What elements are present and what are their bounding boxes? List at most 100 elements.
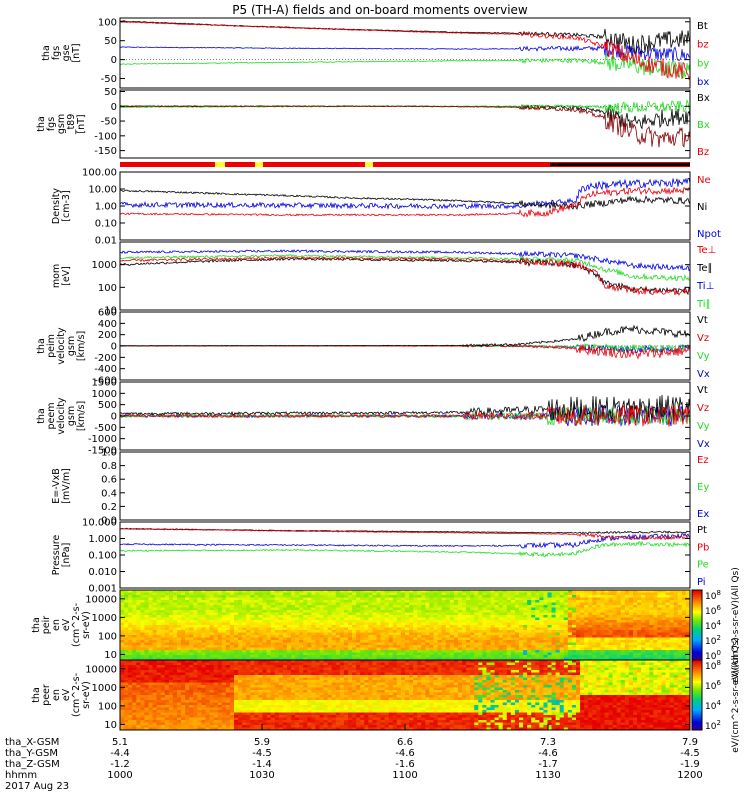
heatmap-cell [681,615,687,618]
heatmap-cell [124,697,129,701]
heatmap-cell [205,625,210,628]
heatmap-cell [193,622,198,626]
heatmap-cell [229,655,235,658]
heatmap-cell [519,620,524,623]
heatmap-cell [128,672,133,676]
heatmap-cell [543,617,548,621]
heatmap-cell [584,615,589,618]
heatmap-cell [266,605,272,608]
heatmap-cell [608,647,614,651]
heatmap-cell [189,720,194,723]
heatmap-cell [124,630,129,633]
heatmap-cell [156,590,162,593]
ylabel-line: mom [51,264,62,288]
heatmap-cell [311,592,316,596]
heatmap-cell [466,607,471,611]
heatmap-cell [433,602,438,606]
heatmap-cell [506,635,512,638]
heatmap-cell [466,590,471,593]
heatmap-cell [205,602,210,606]
heatmap-cell [462,620,467,623]
heatmap-cell [396,620,402,623]
heatmap-cell [229,642,235,646]
heatmap-cell [466,600,471,603]
heatmap-cell [136,617,141,621]
heatmap-cell [364,602,369,606]
heatmap-cell [315,652,320,656]
heatmap-cell [657,627,662,631]
heatmap-cell [673,612,679,616]
heatmap-cell [177,650,182,653]
heatmap-cell [250,617,255,621]
heatmap-cell [392,620,398,623]
heatmap-cell [360,635,365,638]
heatmap-cell [185,710,190,713]
heatmap-cell [331,652,337,656]
heatmap-cell [559,640,565,643]
heatmap-cell [286,605,292,608]
heatmap-cell [555,645,561,648]
heatmap-cell [348,642,353,646]
heatmap-cell [152,632,158,636]
heatmap-cell [246,597,251,601]
heatmap-cell [197,720,202,723]
heatmap-cell [160,595,166,598]
heatmap-cell [229,622,235,626]
heatmap-cell [160,702,166,706]
heatmap-cell [181,667,186,671]
heatmap-cell [339,620,345,623]
heatmap-cell [677,595,683,598]
heatmap-cell [242,612,247,616]
heatmap-cell [205,650,210,653]
heatmap-cell [262,655,267,658]
heatmap-cell [217,727,223,731]
heatmap-cell [197,705,202,708]
heatmap-cell [510,595,516,598]
heatmap-cell [299,652,304,656]
heatmap-cell [567,620,573,623]
heatmap-cell [164,715,170,718]
heatmap-cell [148,642,153,646]
heatmap-cell [177,695,182,698]
heatmap-cell [209,625,215,628]
heatmap-cell [551,625,557,628]
heatmap-cell [311,635,316,638]
heatmap-cell [217,655,223,658]
colorbar-step [692,644,702,647]
heatmap-cell [535,592,540,596]
heatmap-cell [633,615,638,618]
heatmap-cell [433,600,438,603]
heatmap-cell [242,625,247,628]
heatmap-cell [185,682,190,686]
heatmap-cell [193,590,198,593]
heatmap-cell [160,590,166,593]
heatmap-cell [620,645,626,648]
heatmap-cell [417,657,422,661]
heatmap-cell [657,615,662,618]
heatmap-cell [282,625,288,628]
heatmap-cell [291,607,296,611]
heatmap-cell [571,600,577,603]
heatmap-cell [555,657,561,661]
heatmap-cell [645,622,650,626]
heatmap-cell [217,645,223,648]
heatmap-cell [633,630,638,633]
heatmap-cell [258,642,263,646]
heatmap-cell [457,592,463,596]
heatmap-cell [221,710,227,713]
heatmap-cell [514,652,520,656]
heatmap-cell [384,625,390,628]
heatmap-cell [645,645,650,648]
heatmap-cell [262,652,267,656]
heatmap-cell [262,647,267,651]
heatmap-cell [343,630,349,633]
heatmap-cell [657,657,662,661]
heatmap-cell [213,672,219,676]
heatmap-cell [181,595,186,598]
heatmap-cell [152,642,158,646]
heatmap-cell [323,645,329,648]
heatmap-cell [580,605,585,608]
heatmap-cell [189,707,194,711]
heatmap-cell [120,622,125,626]
heatmap-cell [413,645,418,648]
